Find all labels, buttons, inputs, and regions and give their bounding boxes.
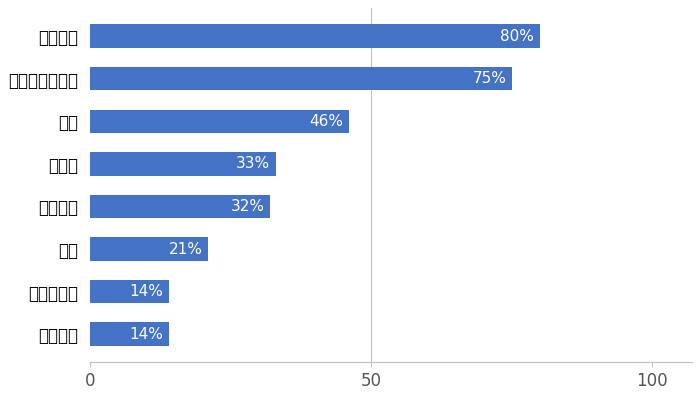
Text: 75%: 75% <box>473 71 506 86</box>
Text: 21%: 21% <box>169 242 202 256</box>
Bar <box>90 152 276 176</box>
Text: 14%: 14% <box>130 327 163 341</box>
Text: 33%: 33% <box>236 156 270 172</box>
Bar <box>90 24 540 48</box>
Text: 32%: 32% <box>230 199 265 214</box>
Text: 46%: 46% <box>309 114 343 129</box>
Bar <box>90 67 512 90</box>
Bar <box>90 322 169 346</box>
Bar <box>90 237 208 261</box>
Bar <box>90 109 349 133</box>
Text: 80%: 80% <box>500 29 534 44</box>
Text: 14%: 14% <box>130 284 163 299</box>
Bar <box>90 280 169 303</box>
Bar <box>90 195 270 218</box>
